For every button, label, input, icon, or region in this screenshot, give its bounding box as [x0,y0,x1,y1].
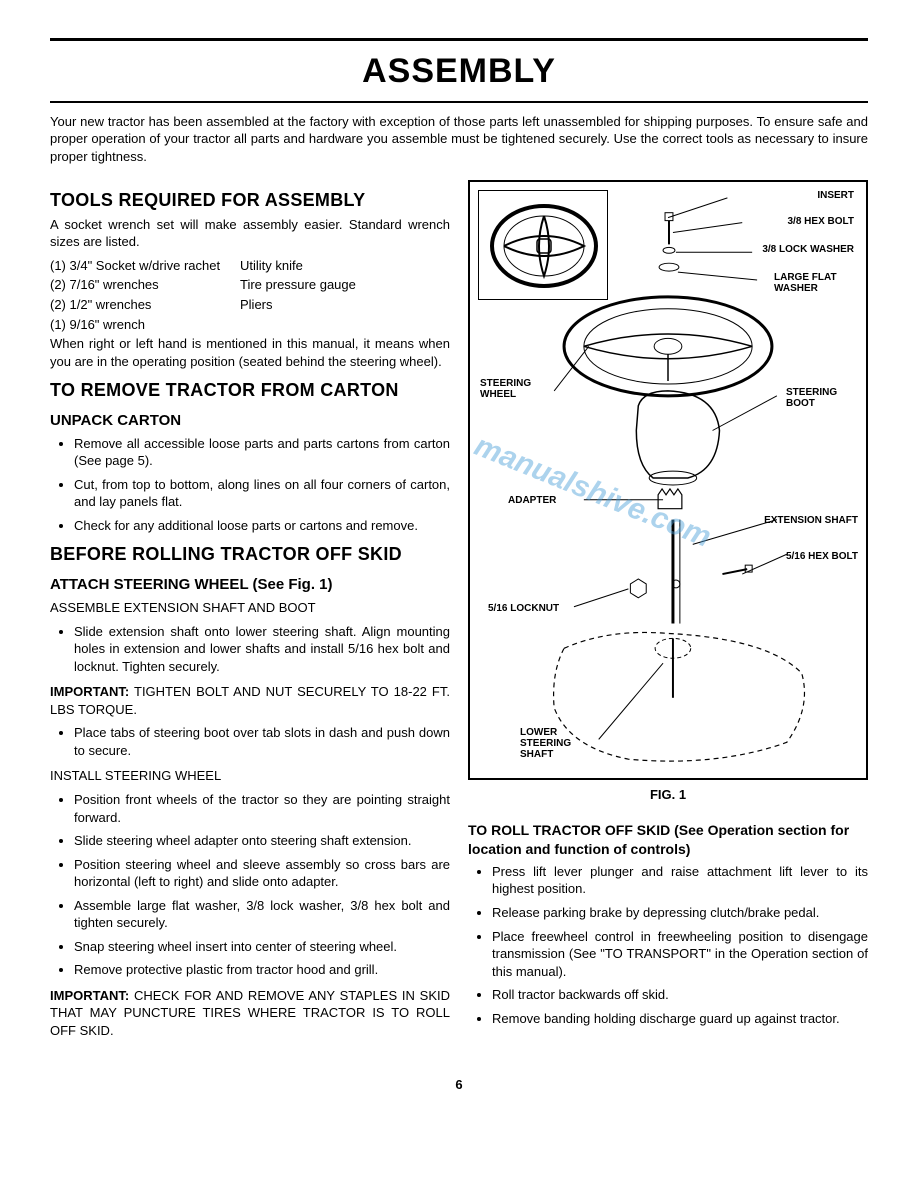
page-number: 6 [50,1076,868,1094]
list-item: Remove protective plastic from tractor h… [74,961,450,979]
tool-left: (1) 9/16" wrench [50,316,240,334]
fig-label-steering-wheel: STEERING WHEEL [480,378,550,400]
tool-row: (1) 9/16" wrench [50,316,450,334]
list-item: Roll tractor backwards off skid. [492,986,868,1004]
intro-paragraph: Your new tractor has been assembled at t… [50,113,868,166]
list-item: Snap steering wheel insert into center o… [74,938,450,956]
wheel-list: Position front wheels of the tractor so … [50,791,450,979]
fig-label-steering-boot: STEERING BOOT [786,387,856,409]
list-item: Place tabs of steering boot over tab slo… [74,724,450,759]
fig-label-adapter: ADAPTER [508,495,556,506]
tool-left: (2) 1/2" wrenches [50,296,240,314]
fig-label-large-flat: LARGE FLAT WASHER [774,272,854,294]
list-item: Check for any additional loose parts or … [74,517,450,535]
list-item: Cut, from top to bottom, along lines on … [74,476,450,511]
right-column: INSERT 3/8 HEX BOLT 3/8 LOCK WASHER LARG… [468,180,868,1046]
tools-para: A socket wrench set will make assembly e… [50,216,450,251]
left-column: TOOLS REQUIRED FOR ASSEMBLY A socket wre… [50,180,450,1046]
roll-heading: TO ROLL TRACTOR OFF SKID (See Operation … [468,821,868,859]
attach-heading: ATTACH STEERING WHEEL (See Fig. 1) [50,575,450,595]
top-rule [50,38,868,41]
tool-right [240,316,450,334]
tools-heading: TOOLS REQUIRED FOR ASSEMBLY [50,188,450,212]
fig-label-insert: INSERT [817,190,854,201]
important-label: IMPORTANT: [50,988,129,1003]
fig-label-lock38: 3/8 LOCK WASHER [762,244,854,255]
tool-row: (1) 3/4" Socket w/drive rachet Utility k… [50,257,450,275]
figure-caption: FIG. 1 [468,786,868,804]
fig-label-hex38: 3/8 HEX BOLT [788,216,855,227]
figure-1-box: INSERT 3/8 HEX BOLT 3/8 LOCK WASHER LARG… [468,180,868,780]
list-item: Assemble large flat washer, 3/8 lock was… [74,897,450,932]
list-item: Position front wheels of the tractor so … [74,791,450,826]
shaft-list-2: Place tabs of steering boot over tab slo… [50,724,450,759]
tool-right: Utility knife [240,257,450,275]
roll-list: Press lift lever plunger and raise attac… [468,863,868,1027]
tool-right: Pliers [240,296,450,314]
important-label: IMPORTANT: [50,684,129,699]
list-item: Slide steering wheel adapter onto steeri… [74,832,450,850]
tool-left: (1) 3/4" Socket w/drive rachet [50,257,240,275]
list-item: Release parking brake by depressing clut… [492,904,868,922]
unpack-heading: UNPACK CARTON [50,411,450,431]
fig-label-hex516: 5/16 HEX BOLT [786,551,858,562]
important-note-1: IMPORTANT: TIGHTEN BOLT AND NUT SECURELY… [50,683,450,718]
tool-row: (2) 1/2" wrenches Pliers [50,296,450,314]
tool-right: Tire pressure gauge [240,276,450,294]
tools-note: When right or left hand is mentioned in … [50,335,450,370]
fig-label-ext-shaft: EXTENSION SHAFT [764,515,858,526]
list-item: Position steering wheel and sleeve assem… [74,856,450,891]
remove-heading: TO REMOVE TRACTOR FROM CARTON [50,378,450,402]
fig-label-lock516: 5/16 LOCKNUT [488,603,559,614]
before-heading: BEFORE ROLLING TRACTOR OFF SKID [50,542,450,566]
important-note-2: IMPORTANT: CHECK FOR AND REMOVE ANY STAP… [50,987,450,1040]
title-underline [50,101,868,103]
fig-label-lower-shaft: LOWER STEERING SHAFT [520,727,590,760]
two-column-layout: TOOLS REQUIRED FOR ASSEMBLY A socket wre… [50,180,868,1046]
assemble-shaft-label: ASSEMBLE EXTENSION SHAFT AND BOOT [50,599,450,617]
install-wheel-label: INSTALL STEERING WHEEL [50,767,450,785]
tool-row: (2) 7/16" wrenches Tire pressure gauge [50,276,450,294]
list-item: Remove banding holding discharge guard u… [492,1010,868,1028]
list-item: Remove all accessible loose parts and pa… [74,435,450,470]
list-item: Place freewheel control in freewheeling … [492,928,868,981]
unpack-list: Remove all accessible loose parts and pa… [50,435,450,535]
shaft-list: Slide extension shaft onto lower steerin… [50,623,450,676]
tool-left: (2) 7/16" wrenches [50,276,240,294]
page-title: ASSEMBLY [50,49,868,95]
list-item: Slide extension shaft onto lower steerin… [74,623,450,676]
list-item: Press lift lever plunger and raise attac… [492,863,868,898]
